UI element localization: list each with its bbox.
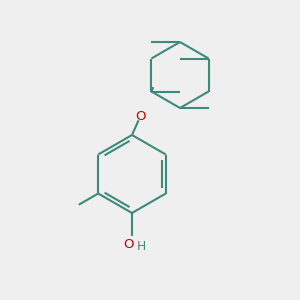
Text: H: H [137,240,146,254]
Text: O: O [135,110,146,123]
Text: O: O [123,238,133,251]
